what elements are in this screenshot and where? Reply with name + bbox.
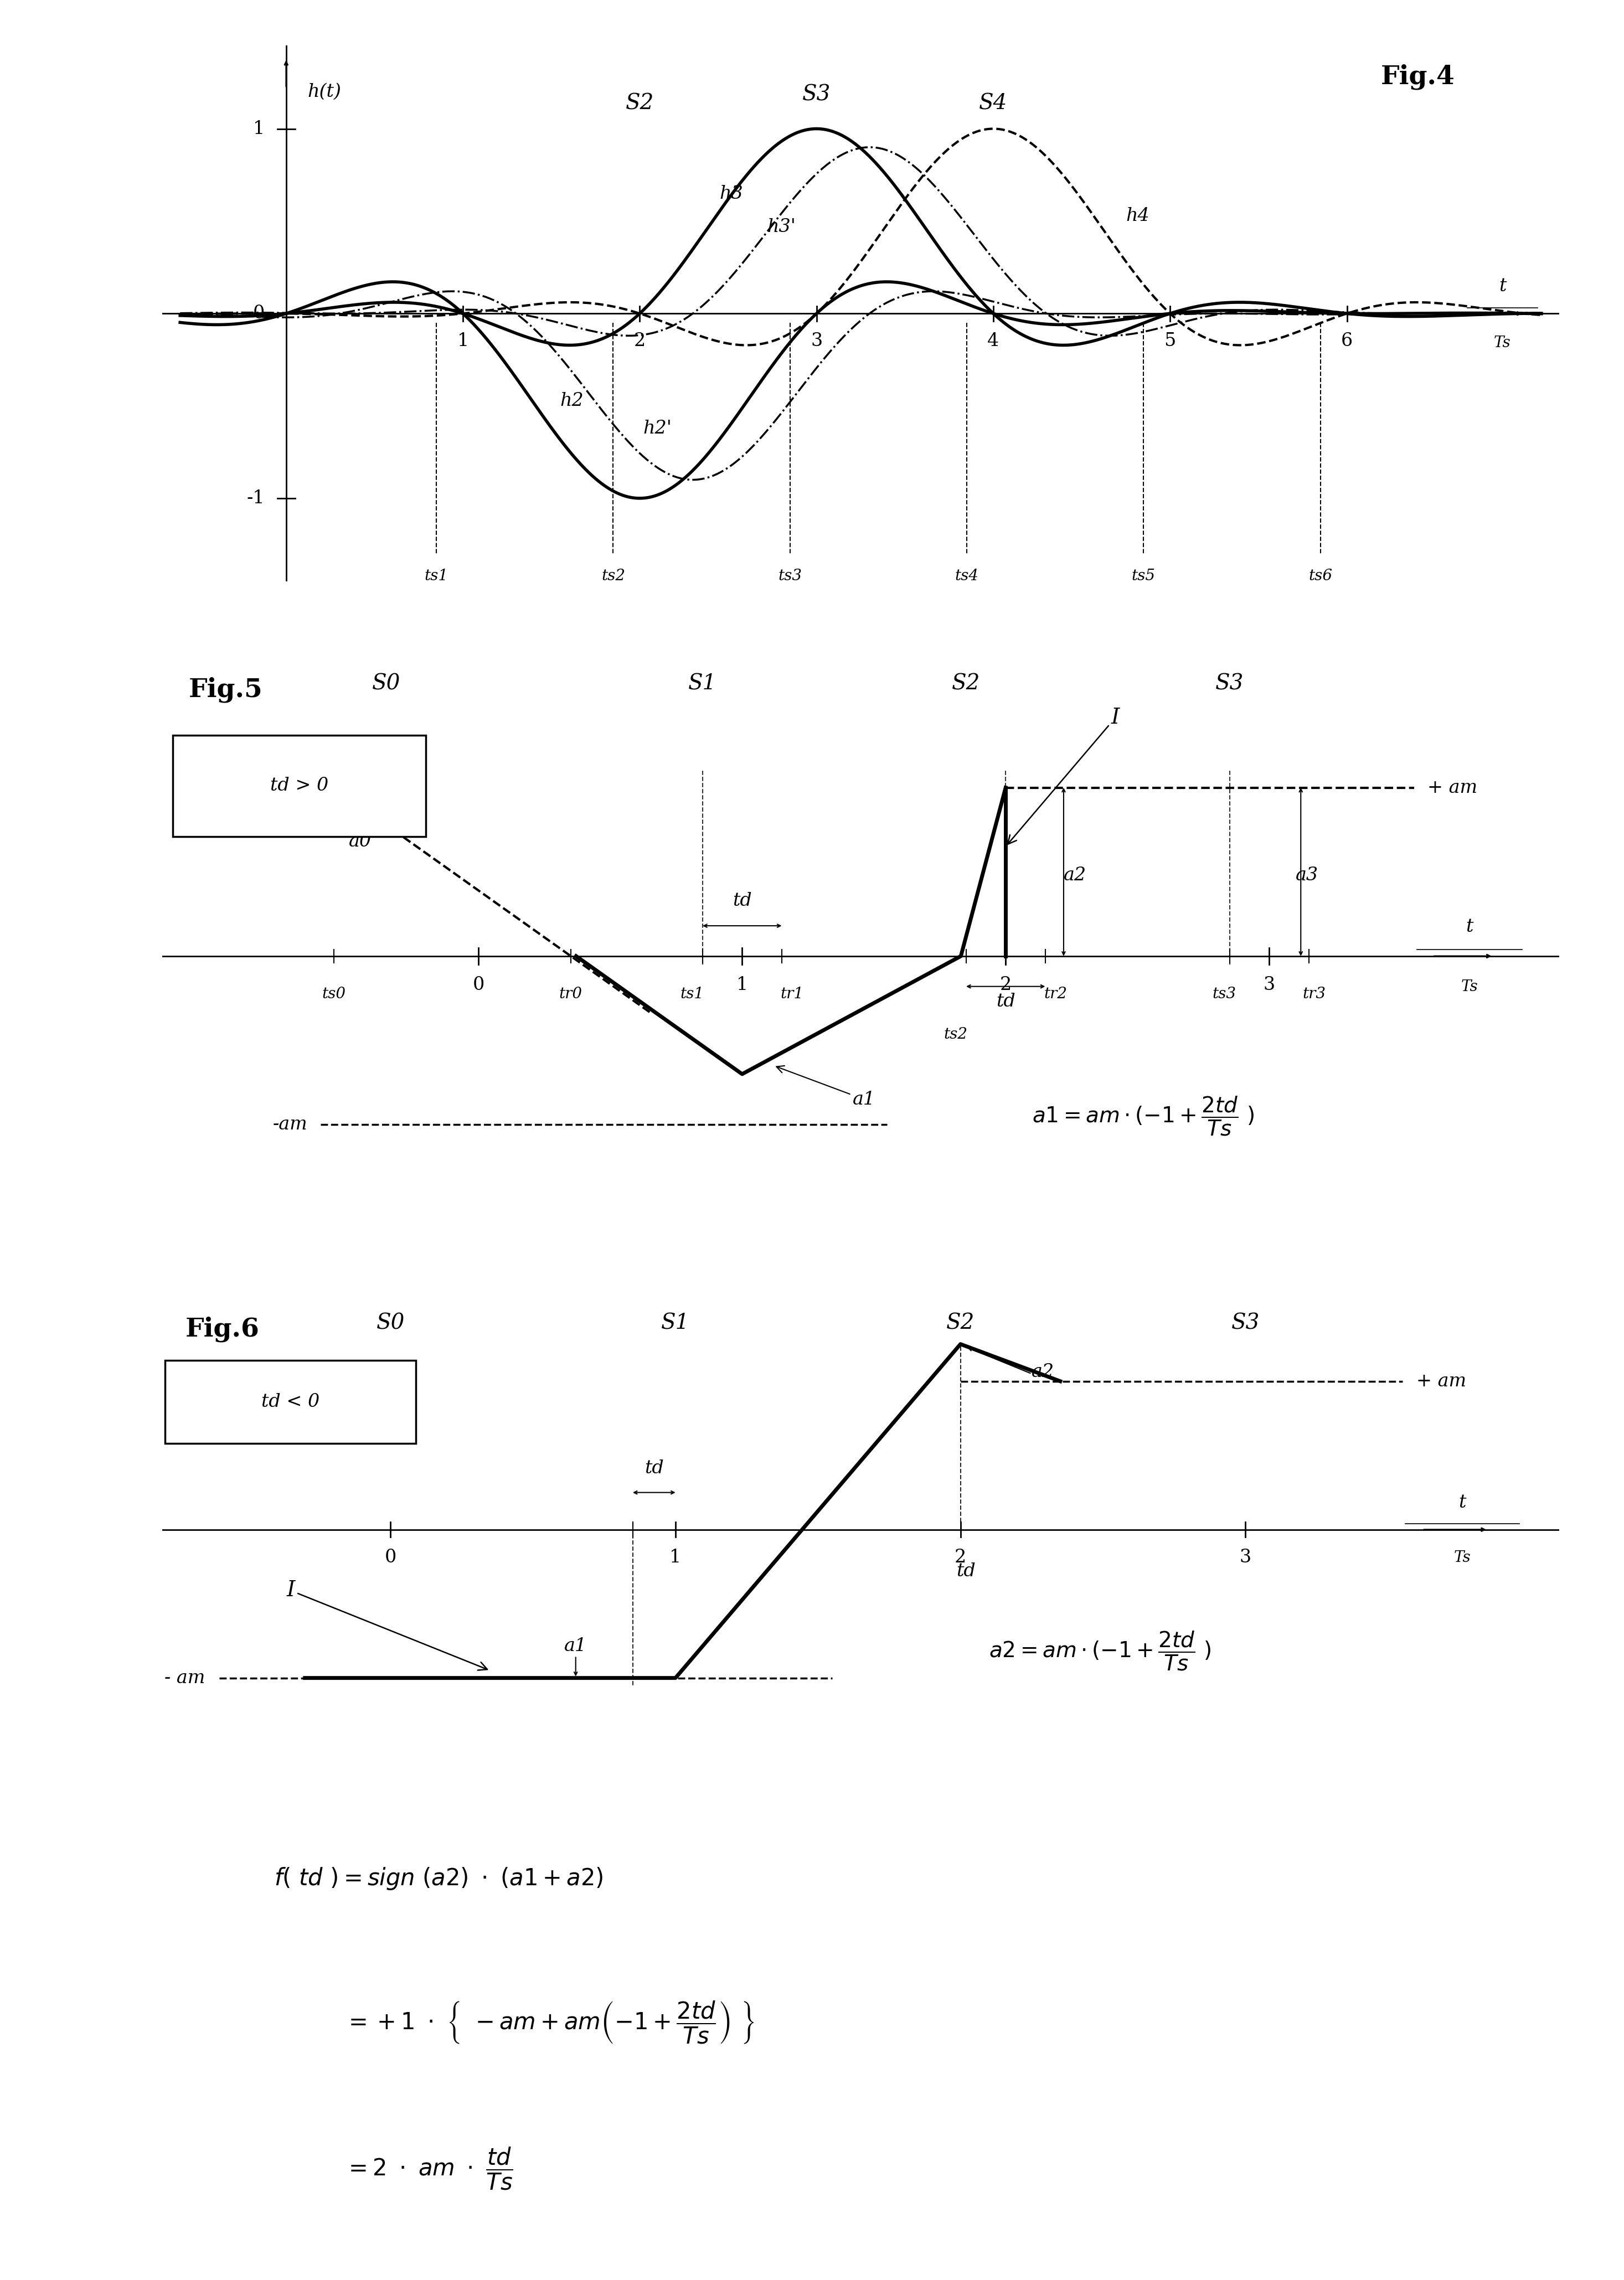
Text: + am: + am	[1416, 1373, 1466, 1391]
Text: S4: S4	[979, 93, 1007, 114]
Text: a0: a0	[349, 832, 372, 850]
Text: tr3: tr3	[1302, 987, 1325, 1001]
Text: h4: h4	[1125, 207, 1150, 226]
Text: t: t	[1458, 1493, 1466, 1512]
Text: ts1: ts1	[680, 987, 703, 1001]
Text: a3: a3	[1296, 866, 1319, 885]
Text: 1: 1	[253, 121, 265, 137]
Text: ts2: ts2	[601, 568, 625, 584]
Text: 2: 2	[955, 1548, 966, 1566]
Text: 2: 2	[1000, 976, 1012, 994]
Text: 0: 0	[473, 976, 484, 994]
Text: S2: S2	[952, 675, 981, 695]
Text: td > 0: td > 0	[270, 777, 328, 796]
Text: 4: 4	[987, 333, 999, 349]
Text: h3: h3	[719, 185, 742, 203]
Text: $f(\ td\ ) = sign\ (a2)\ \cdot\ (a1+a2)$: $f(\ td\ ) = sign\ (a2)\ \cdot\ (a1+a2)$	[274, 1865, 604, 1892]
Text: a1: a1	[564, 1637, 588, 1655]
Text: td < 0: td < 0	[261, 1393, 320, 1411]
Text: 3: 3	[1239, 1548, 1252, 1566]
Text: 0: 0	[253, 306, 265, 321]
Text: td: td	[732, 891, 752, 910]
Text: $a2 = am\cdot(-1+\dfrac{2td}{Ts}\ )$: $a2 = am\cdot(-1+\dfrac{2td}{Ts}\ )$	[989, 1630, 1212, 1671]
Text: -am: -am	[273, 1115, 307, 1133]
Text: t: t	[1466, 919, 1473, 935]
Text: -1: -1	[247, 490, 265, 506]
Text: Fig.4: Fig.4	[1380, 64, 1455, 89]
FancyBboxPatch shape	[172, 736, 425, 837]
Text: Ts: Ts	[1453, 1550, 1471, 1566]
Text: ts4: ts4	[955, 568, 979, 584]
Text: Ts: Ts	[1462, 980, 1478, 994]
Text: a2: a2	[1064, 866, 1086, 885]
Text: ts1: ts1	[424, 568, 448, 584]
Text: S0: S0	[372, 675, 401, 695]
Text: $= 2\ \cdot\ am\ \cdot\ \dfrac{td}{Ts}$: $= 2\ \cdot\ am\ \cdot\ \dfrac{td}{Ts}$	[344, 2145, 513, 2191]
Text: ts3: ts3	[778, 568, 802, 584]
Text: S1: S1	[661, 1313, 690, 1334]
Text: 1: 1	[736, 976, 749, 994]
Text: td: td	[957, 1562, 976, 1580]
Text: 2: 2	[633, 333, 646, 349]
Text: h3': h3'	[767, 219, 796, 237]
Text: S0: S0	[377, 1313, 404, 1334]
Text: S2: S2	[625, 93, 654, 114]
Text: S3: S3	[1231, 1313, 1260, 1334]
Text: ts5: ts5	[1132, 568, 1156, 584]
Text: Fig.5: Fig.5	[188, 677, 263, 702]
Text: I: I	[1007, 707, 1119, 844]
Text: h2': h2'	[643, 420, 672, 438]
Text: td: td	[645, 1459, 664, 1477]
Text: 3: 3	[810, 333, 822, 349]
Text: $a1 = am\cdot(-1+\dfrac{2td}{Ts}\ )$: $a1 = am\cdot(-1+\dfrac{2td}{Ts}\ )$	[1031, 1094, 1254, 1138]
Text: 1: 1	[669, 1548, 682, 1566]
Text: I: I	[286, 1580, 487, 1671]
Text: a2: a2	[1031, 1363, 1054, 1382]
Text: h(t): h(t)	[307, 82, 341, 100]
Text: 3: 3	[1263, 976, 1275, 994]
Text: $= +1\ \cdot\ \left\{\ -am + am\left(-1 + \dfrac{2td}{Ts}\right)\ \right\}$: $= +1\ \cdot\ \left\{\ -am + am\left(-1 …	[344, 2000, 755, 2045]
Text: tr0: tr0	[559, 987, 583, 1001]
Text: ts3: ts3	[1213, 987, 1236, 1001]
Text: 0: 0	[385, 1548, 396, 1566]
Text: h2: h2	[560, 392, 585, 410]
Text: ts2: ts2	[944, 1026, 968, 1042]
Text: td: td	[996, 992, 1015, 1010]
Text: Fig.6: Fig.6	[185, 1316, 260, 1343]
Text: ts0: ts0	[322, 987, 346, 1001]
Text: tr2: tr2	[1044, 987, 1067, 1001]
Text: 5: 5	[1164, 333, 1176, 349]
Text: S3: S3	[802, 84, 831, 105]
Text: S1: S1	[689, 675, 716, 695]
Text: t: t	[1499, 278, 1505, 294]
FancyBboxPatch shape	[166, 1361, 416, 1443]
Text: S2: S2	[947, 1313, 974, 1334]
Text: Ts: Ts	[1494, 335, 1510, 351]
Text: ts6: ts6	[1309, 568, 1332, 584]
Text: + am: + am	[1427, 780, 1478, 796]
Text: - am: - am	[164, 1669, 205, 1687]
Text: S3: S3	[1215, 675, 1244, 695]
Text: 1: 1	[456, 333, 469, 349]
Text: a1: a1	[776, 1065, 875, 1108]
Text: 6: 6	[1341, 333, 1353, 349]
Text: tr1: tr1	[781, 987, 804, 1001]
